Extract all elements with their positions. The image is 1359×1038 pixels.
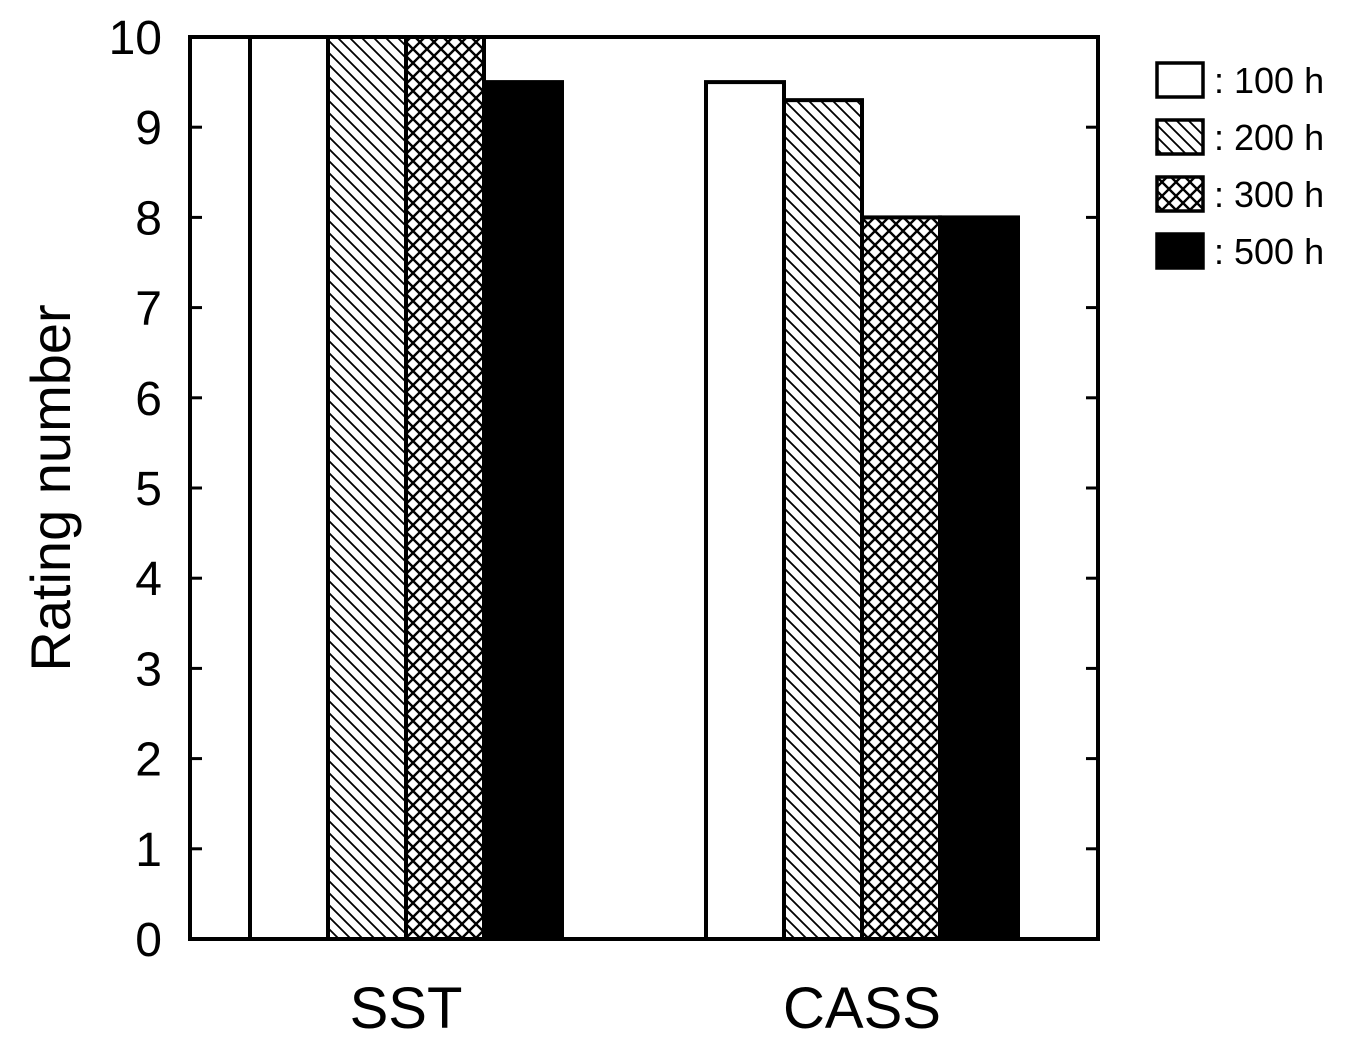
legend-label-3: : 300 h [1214,174,1324,215]
bar-cass-series-3 [860,215,942,941]
y-tick-label-8: 8 [135,192,162,245]
legend-label-2: : 200 h [1214,117,1324,158]
legend-label-4: : 500 h [1214,231,1324,272]
category-label-sst: SST [350,976,463,1038]
plot-frame [188,35,1100,941]
legend-swatch-4 [1155,232,1205,270]
category-label-cass: CASS [783,976,941,1038]
y-axis-title: Rating number [19,304,82,671]
bars [248,35,1020,942]
bar-sst-series-3 [404,35,486,941]
y-tick-label-5: 5 [135,463,162,516]
y-axis: 0 1 2 3 4 5 6 7 8 9 10 [109,12,1098,967]
legend-label-1: : 100 h [1214,60,1324,101]
y-tick-label-7: 7 [135,283,162,336]
bar-cass-series-4 [938,215,1020,941]
bar-sst-series-2 [326,35,408,941]
y-tick-label-9: 9 [135,102,162,155]
y-tick-label-0: 0 [135,914,162,967]
y-tick-label-1: 1 [135,824,162,877]
bar-sst-series-4 [482,80,564,942]
bar-cass-series-2 [782,98,864,941]
y-tick-label-3: 3 [135,643,162,696]
legend-swatch-1 [1155,61,1205,99]
y-tick-label-10: 10 [109,12,162,65]
y-tick-label-4: 4 [135,553,162,606]
y-tick-label-2: 2 [135,734,162,787]
legend: : 100 h : 200 h : 300 h : 500 h [1155,60,1324,272]
bar-cass-series-1 [704,80,786,942]
legend-swatch-2 [1155,118,1205,156]
legend-swatch-3 [1155,175,1205,213]
x-axis: SST CASS [350,976,941,1038]
bar-sst-series-1 [248,35,330,941]
y-tick-label-6: 6 [135,373,162,426]
